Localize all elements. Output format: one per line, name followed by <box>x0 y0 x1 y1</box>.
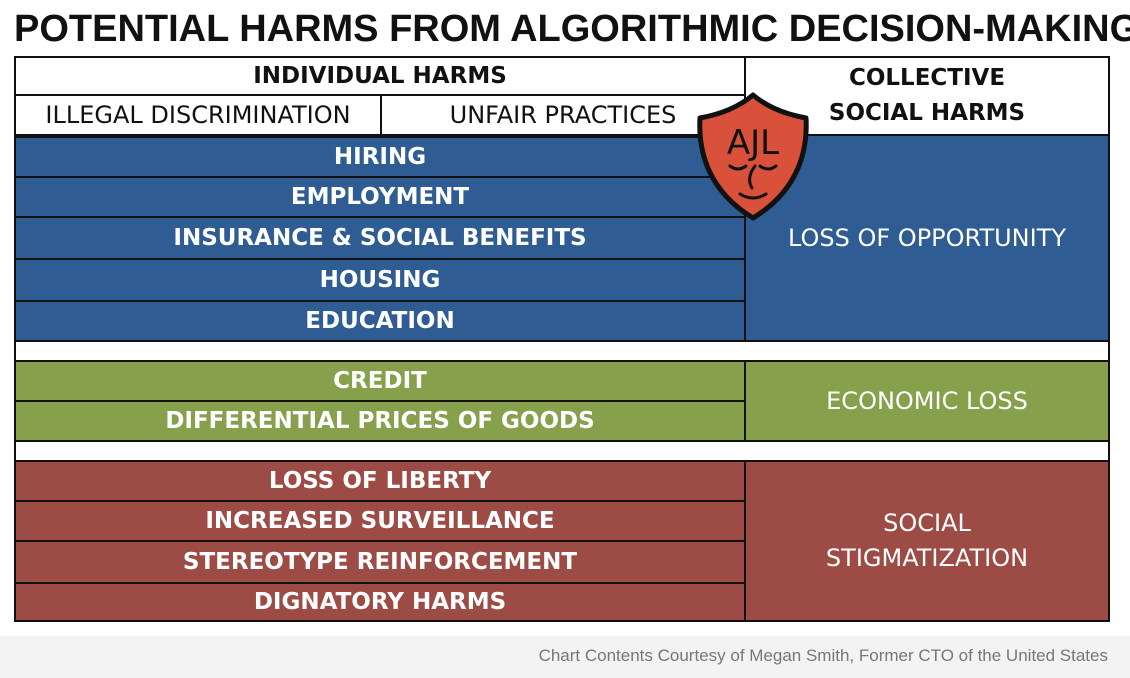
logo-text: AJL <box>727 123 779 163</box>
harm-label: STEREOTYPE REINFORCEMENT <box>182 549 578 575</box>
harm-label: DIGNATORY HARMS <box>253 589 507 615</box>
harm-label: EMPLOYMENT <box>290 184 470 210</box>
page-title: POTENTIAL HARMS FROM ALGORITHMIC DECISIO… <box>14 8 1130 50</box>
harm-row-insurance: INSURANCE & SOCIAL BENEFITS <box>14 216 746 260</box>
collective-harms-label-2: SOCIAL HARMS <box>828 100 1026 126</box>
unfair-practices-header: UNFAIR PRACTICES <box>380 94 746 136</box>
harm-row-differential-prices: DIFFERENTIAL PRICES OF GOODS <box>14 400 746 442</box>
harm-row-dignatory-harms: DIGNATORY HARMS <box>14 582 746 622</box>
harm-row-stereotype-reinforcement: STEREOTYPE REINFORCEMENT <box>14 540 746 584</box>
harm-row-increased-surveillance: INCREASED SURVEILLANCE <box>14 500 746 542</box>
ajl-shield-logo: AJL <box>692 92 814 222</box>
collective-label: LOSS OF OPPORTUNITY <box>787 223 1067 252</box>
unfair-practices-label: UNFAIR PRACTICES <box>449 101 677 129</box>
harm-row-credit: CREDIT <box>14 360 746 402</box>
individual-harms-header: INDIVIDUAL HARMS <box>14 56 746 96</box>
harm-label: EDUCATION <box>305 308 455 334</box>
harm-label: HOUSING <box>319 267 441 293</box>
group-separator <box>14 340 1110 362</box>
collective-label-1: SOCIAL <box>883 509 971 537</box>
illegal-discrimination-label: ILLEGAL DISCRIMINATION <box>45 101 351 129</box>
harm-label: CREDIT <box>333 368 427 394</box>
shield-icon: AJL <box>697 92 809 221</box>
collective-economic-loss: ECONOMIC LOSS <box>744 360 1110 442</box>
harm-label: DIFFERENTIAL PRICES OF GOODS <box>165 408 595 434</box>
illegal-discrimination-header: ILLEGAL DISCRIMINATION <box>14 94 382 136</box>
harm-label: HIRING <box>333 144 427 170</box>
harm-row-education: EDUCATION <box>14 300 746 342</box>
credit-note: Chart Contents Courtesy of Megan Smith, … <box>538 646 1108 665</box>
harm-row-hiring: HIRING <box>14 136 746 178</box>
harm-row-loss-of-liberty: LOSS OF LIBERTY <box>14 460 746 502</box>
harm-label: LOSS OF LIBERTY <box>268 468 492 494</box>
collective-loss-of-opportunity: LOSS OF OPPORTUNITY <box>744 134 1110 342</box>
individual-harms-label: INDIVIDUAL HARMS <box>253 63 507 89</box>
collective-label: ECONOMIC LOSS <box>826 386 1028 415</box>
harm-row-employment: EMPLOYMENT <box>14 176 746 218</box>
group-separator <box>14 440 1110 462</box>
footer-band <box>0 636 1130 678</box>
harm-label: INSURANCE & SOCIAL BENEFITS <box>173 225 587 251</box>
collective-harms-label-1: COLLECTIVE <box>848 65 1006 91</box>
collective-social-stigmatization: SOCIAL STIGMATIZATION <box>744 460 1110 622</box>
harm-row-housing: HOUSING <box>14 258 746 302</box>
collective-label-2: STIGMATIZATION <box>825 544 1029 572</box>
harm-label: INCREASED SURVEILLANCE <box>205 508 555 534</box>
